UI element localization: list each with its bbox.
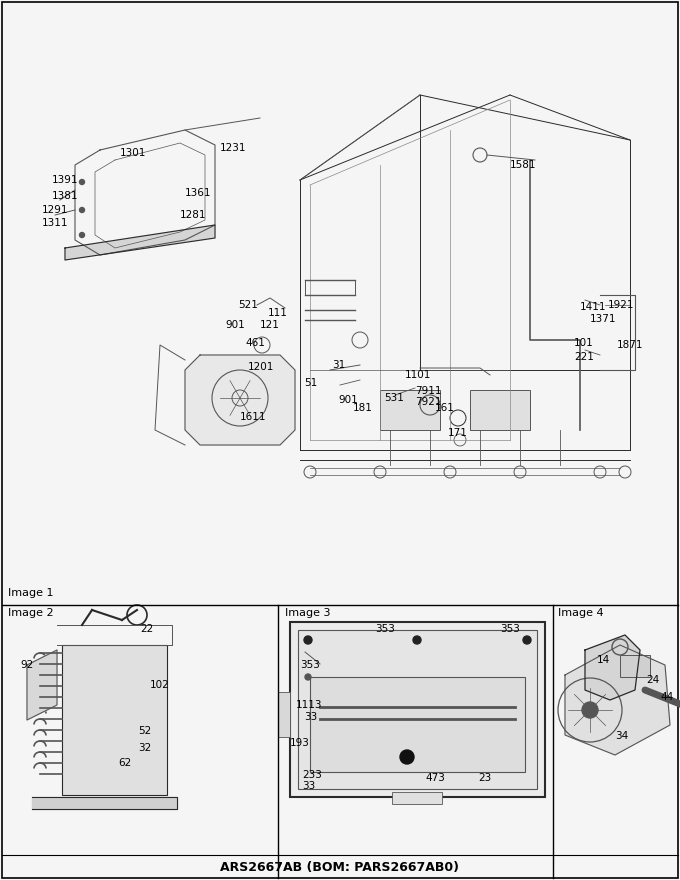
- Text: 111: 111: [268, 308, 288, 318]
- Text: 51: 51: [304, 378, 318, 388]
- Text: 1101: 1101: [405, 370, 431, 380]
- Text: 1231: 1231: [220, 143, 246, 153]
- Text: ARS2667AB (BOM: PARS2667AB0): ARS2667AB (BOM: PARS2667AB0): [220, 861, 460, 874]
- Text: 1871: 1871: [617, 340, 643, 350]
- Circle shape: [413, 636, 421, 644]
- Text: 1581: 1581: [510, 160, 537, 170]
- Text: 33: 33: [304, 712, 318, 722]
- Bar: [278, 692, 290, 737]
- Text: 1411: 1411: [580, 302, 607, 312]
- Bar: [620, 655, 650, 677]
- Text: 14: 14: [597, 655, 610, 665]
- Bar: [298, 630, 537, 789]
- Text: 1201: 1201: [248, 362, 274, 372]
- Text: 1391: 1391: [52, 175, 78, 185]
- Text: 1381: 1381: [52, 191, 78, 201]
- Text: 233: 233: [302, 770, 322, 780]
- Text: 23: 23: [478, 773, 491, 783]
- Circle shape: [80, 208, 84, 212]
- Circle shape: [304, 636, 312, 644]
- Text: Image 3: Image 3: [285, 608, 330, 618]
- Bar: [470, 390, 530, 430]
- Text: Image 4: Image 4: [558, 608, 604, 618]
- Text: 62: 62: [118, 758, 131, 768]
- Text: 353: 353: [500, 624, 520, 634]
- Text: 34: 34: [615, 731, 628, 741]
- Text: Image 1: Image 1: [8, 588, 54, 598]
- Text: 121: 121: [260, 320, 280, 330]
- Circle shape: [305, 674, 311, 680]
- Circle shape: [400, 750, 414, 764]
- Bar: [290, 622, 545, 797]
- Text: 7921: 7921: [415, 397, 441, 407]
- Circle shape: [80, 232, 84, 238]
- Text: 171: 171: [448, 428, 468, 438]
- Text: 353: 353: [300, 660, 320, 670]
- Text: 221: 221: [574, 352, 594, 362]
- Circle shape: [80, 180, 84, 185]
- Polygon shape: [65, 225, 215, 260]
- Text: 1921: 1921: [608, 300, 634, 310]
- Text: 101: 101: [574, 338, 594, 348]
- Text: 7911: 7911: [415, 386, 441, 396]
- Text: 901: 901: [225, 320, 245, 330]
- Text: 193: 193: [290, 738, 310, 748]
- Text: 32: 32: [138, 743, 151, 753]
- Text: 52: 52: [138, 726, 151, 736]
- Text: 353: 353: [375, 624, 395, 634]
- Text: 901: 901: [338, 395, 358, 405]
- Polygon shape: [27, 650, 57, 720]
- Polygon shape: [585, 635, 640, 700]
- Text: 31: 31: [332, 360, 345, 370]
- Polygon shape: [185, 355, 295, 445]
- Circle shape: [523, 636, 531, 644]
- Text: 1301: 1301: [120, 148, 146, 158]
- Text: 44: 44: [660, 692, 673, 702]
- Bar: [392, 792, 442, 804]
- Text: 521: 521: [238, 300, 258, 310]
- Text: 33: 33: [302, 781, 316, 791]
- Text: 531: 531: [384, 393, 404, 403]
- Text: 473: 473: [425, 773, 445, 783]
- Text: 22: 22: [140, 624, 153, 634]
- Text: 102: 102: [150, 680, 170, 690]
- Text: 1361: 1361: [185, 188, 211, 198]
- Text: 181: 181: [353, 403, 373, 413]
- Bar: [380, 390, 440, 430]
- Text: 1371: 1371: [590, 314, 617, 324]
- Text: 92: 92: [20, 660, 33, 670]
- Bar: [310, 677, 525, 772]
- Text: 1113: 1113: [296, 700, 322, 710]
- Text: 161: 161: [435, 403, 455, 413]
- Text: 1291: 1291: [42, 205, 69, 215]
- Circle shape: [582, 702, 598, 718]
- Polygon shape: [32, 797, 177, 809]
- Bar: [62, 645, 167, 795]
- Polygon shape: [565, 645, 670, 755]
- Text: Image 2: Image 2: [8, 608, 54, 618]
- Text: 461: 461: [245, 338, 265, 348]
- Text: 1281: 1281: [180, 210, 207, 220]
- Text: 24: 24: [646, 675, 659, 685]
- Text: 1611: 1611: [240, 412, 267, 422]
- Text: 1311: 1311: [42, 218, 69, 228]
